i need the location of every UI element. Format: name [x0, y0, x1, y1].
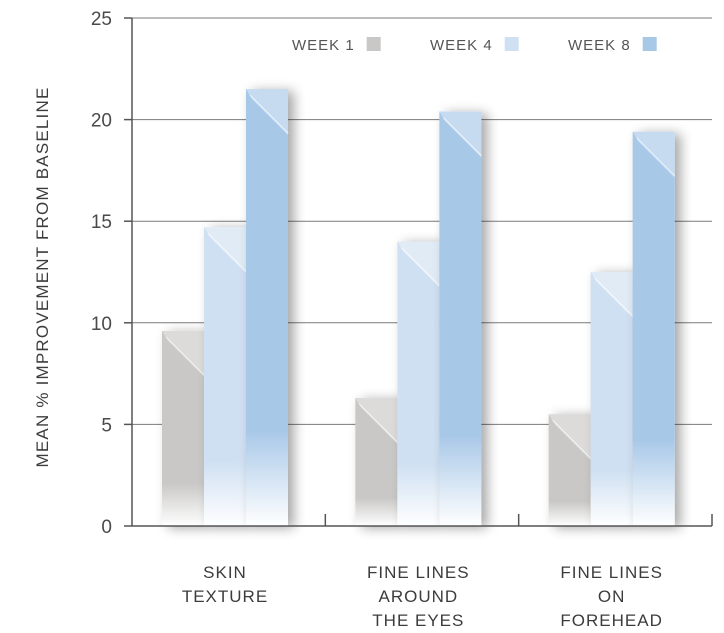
- x-category-label-line: TEXTURE: [182, 587, 268, 606]
- bar-bevel: [552, 419, 592, 459]
- x-category-label-line: ON: [598, 587, 626, 606]
- bar-bevel: [594, 277, 634, 317]
- bar-body: [246, 89, 288, 527]
- bar-group-fine-lines-around-the-eyes: [355, 111, 482, 527]
- bar-bevel: [249, 94, 289, 134]
- x-category-label: FINE LINES AROUND THE EYES: [367, 563, 470, 630]
- bar-group-fine-lines-on-forehead: [548, 131, 676, 527]
- bar-week-8-skin-texture: [246, 89, 289, 527]
- x-category-label-line: AROUND: [378, 587, 458, 606]
- y-tick-label: 15: [91, 212, 112, 233]
- x-category-label-line: THE EYES: [372, 611, 464, 630]
- legend-item-week-8: WEEK 8: [568, 37, 657, 54]
- legend-swatch: [366, 37, 381, 51]
- bar-bevel: [207, 232, 247, 272]
- legend-swatch: [642, 37, 657, 51]
- x-category-label: SKIN TEXTURE: [182, 563, 268, 606]
- bar-bevel: [358, 403, 398, 443]
- bar-bevel: [442, 117, 482, 156]
- x-category-label-line: FINE LINES: [560, 563, 663, 582]
- y-tick-label: 0: [101, 517, 112, 538]
- bar-bevel: [400, 247, 440, 286]
- bar-body: [439, 111, 482, 527]
- y-tick-labels: 0 5 10 15 20 25: [91, 9, 112, 538]
- bar-body: [590, 272, 633, 526]
- x-category-label-line: SKIN: [203, 563, 247, 582]
- bar-bevel: [636, 137, 676, 177]
- bar-week-4-skin-texture: [204, 227, 247, 526]
- axes: [124, 17, 713, 527]
- x-category-label-line: FINE LINES: [367, 563, 470, 582]
- legend-label: WEEK 4: [430, 37, 493, 54]
- legend-item-week-4: WEEK 4: [430, 37, 519, 54]
- x-category-label-line: FOREHEAD: [560, 611, 662, 630]
- y-tick-label: 5: [101, 415, 112, 436]
- y-tick-label: 20: [91, 111, 112, 132]
- y-axis-label: MEAN % IMPROVEMENT FROM BASELINE: [33, 87, 52, 468]
- bar-week-8-fine-lines-on-forehead: [632, 131, 676, 527]
- bar-body: [204, 227, 246, 526]
- bar-body: [397, 241, 440, 526]
- bar-week-1-skin-texture: [162, 330, 205, 526]
- legend-label: WEEK 1: [292, 37, 355, 54]
- x-category-label: FINE LINES ON FOREHEAD: [560, 563, 663, 630]
- legend-swatch: [504, 37, 519, 51]
- bar-week-4-fine-lines-around-the-eyes: [397, 241, 440, 526]
- bar-group-skin-texture: [162, 89, 289, 527]
- bar-week-8-fine-lines-around-the-eyes: [439, 111, 482, 527]
- bar-week-1-fine-lines-around-the-eyes: [355, 397, 398, 526]
- bar-week-4-fine-lines-on-forehead: [590, 272, 634, 526]
- legend-label: WEEK 8: [568, 37, 631, 54]
- y-tick-label: 10: [91, 314, 112, 335]
- bar-bevel: [165, 336, 205, 376]
- y-tick-label: 25: [91, 9, 112, 30]
- legend-item-week-1: WEEK 1: [292, 37, 381, 54]
- bar-week-1-fine-lines-on-forehead: [548, 414, 592, 526]
- bar-body: [632, 131, 675, 527]
- bar-groups: [162, 89, 676, 527]
- legend: WEEK 1 WEEK 4 WEEK 8: [292, 37, 657, 54]
